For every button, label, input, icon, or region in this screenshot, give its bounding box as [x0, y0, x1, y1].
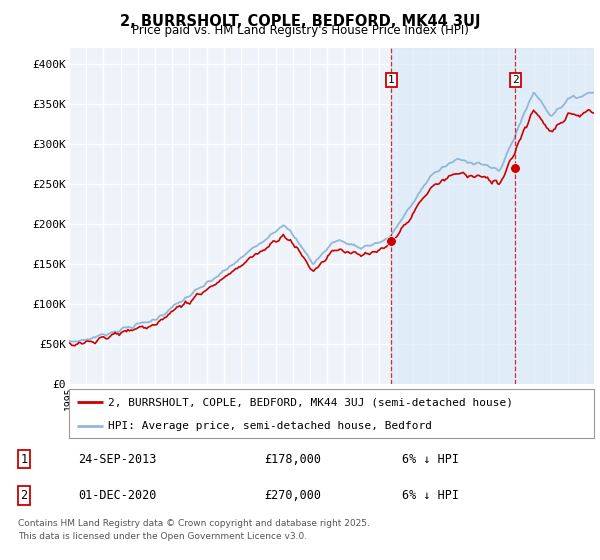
Text: 1: 1	[388, 74, 395, 85]
Text: 2: 2	[20, 489, 28, 502]
Text: 6% ↓ HPI: 6% ↓ HPI	[402, 489, 459, 502]
Text: 2, BURRSHOLT, COPLE, BEDFORD, MK44 3UJ: 2, BURRSHOLT, COPLE, BEDFORD, MK44 3UJ	[120, 14, 480, 29]
Text: Contains HM Land Registry data © Crown copyright and database right 2025.
This d: Contains HM Land Registry data © Crown c…	[18, 519, 370, 540]
Text: £270,000: £270,000	[264, 489, 321, 502]
Text: 24-SEP-2013: 24-SEP-2013	[78, 452, 157, 466]
Text: 2, BURRSHOLT, COPLE, BEDFORD, MK44 3UJ (semi-detached house): 2, BURRSHOLT, COPLE, BEDFORD, MK44 3UJ (…	[109, 398, 514, 408]
Text: Price paid vs. HM Land Registry's House Price Index (HPI): Price paid vs. HM Land Registry's House …	[131, 24, 469, 37]
Text: £178,000: £178,000	[264, 452, 321, 466]
Text: 1: 1	[20, 452, 28, 466]
Text: 6% ↓ HPI: 6% ↓ HPI	[402, 452, 459, 466]
Bar	[391, 48, 594, 384]
Text: 2: 2	[512, 74, 518, 85]
Text: 01-DEC-2020: 01-DEC-2020	[78, 489, 157, 502]
Text: HPI: Average price, semi-detached house, Bedford: HPI: Average price, semi-detached house,…	[109, 421, 433, 431]
